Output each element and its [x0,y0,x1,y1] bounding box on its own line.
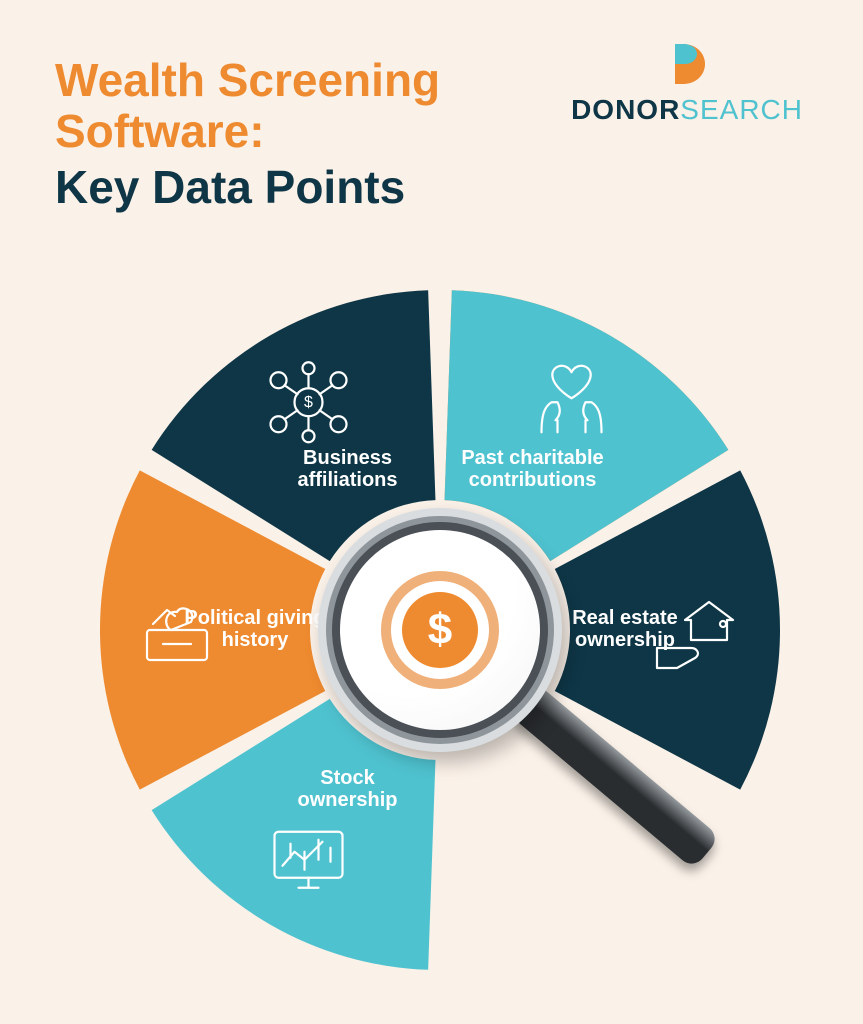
svg-text:$: $ [428,605,452,654]
dollar-icon: $ [340,530,540,730]
magnifier: $ [0,0,863,1024]
magnifier-handle [509,683,720,869]
